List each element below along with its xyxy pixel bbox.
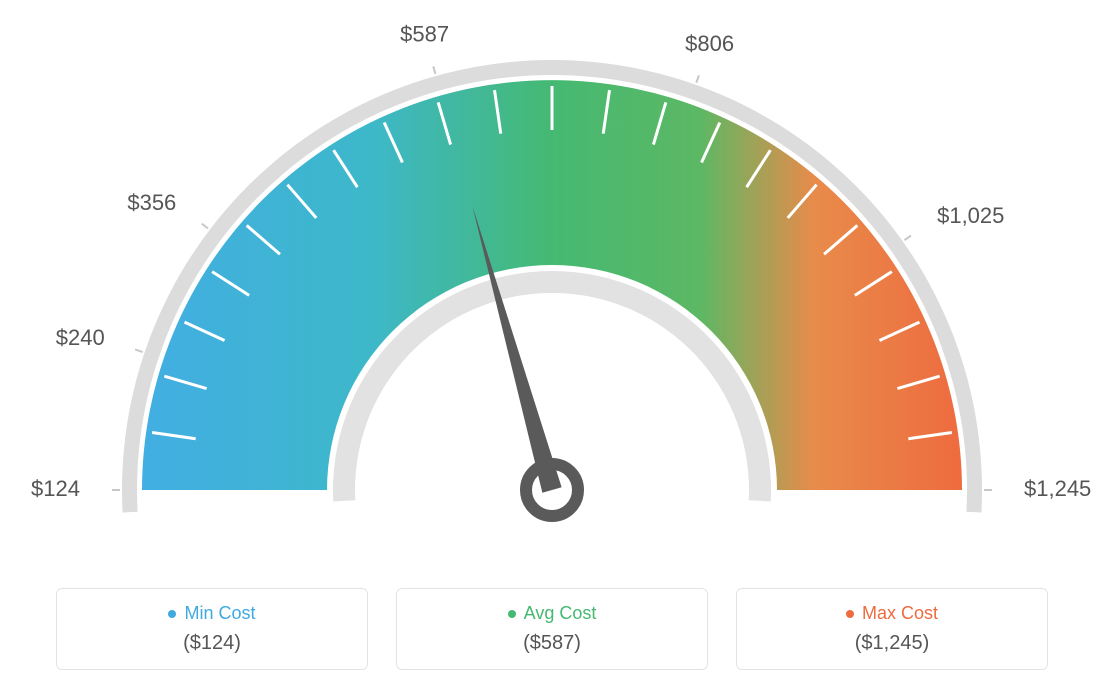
gauge-tick-label: $587: [400, 21, 449, 46]
legend-dot-max: [846, 610, 854, 618]
legend-label-max-text: Max Cost: [862, 603, 938, 624]
legend-value-avg: ($587): [397, 632, 707, 655]
cost-gauge-chart: $124 $240 $356 $587 $806 $1,025 $1,245 Min Cos…: [0, 0, 1104, 690]
gauge-tick-label: $356: [127, 190, 176, 215]
gauge-tick-label: $1,025: [937, 203, 1004, 228]
legend-row: Min Cost ($124) Avg Cost ($587) Max Cost…: [0, 588, 1104, 670]
gauge-tick-label: $806: [685, 31, 734, 56]
legend-card-max: Max Cost ($1,245): [736, 588, 1048, 670]
legend-card-avg: Avg Cost ($587): [396, 588, 708, 670]
legend-card-min: Min Cost ($124): [56, 588, 368, 670]
legend-label-avg: Avg Cost: [508, 603, 597, 624]
legend-label-max: Max Cost: [846, 603, 938, 624]
legend-dot-min: [168, 610, 176, 618]
legend-dot-avg: [508, 610, 516, 618]
legend-value-max: ($1,245): [737, 632, 1047, 655]
gauge-tick-label: $240: [56, 325, 105, 350]
gauge-area: $124 $240 $356 $587 $806 $1,025 $1,245: [0, 0, 1104, 570]
legend-label-min: Min Cost: [168, 603, 255, 624]
gauge-svg: $124 $240 $356 $587 $806 $1,025 $1,245: [0, 0, 1104, 570]
legend-label-min-text: Min Cost: [184, 603, 255, 624]
gauge-tick-label: $1,245: [1024, 476, 1091, 501]
legend-label-avg-text: Avg Cost: [524, 603, 597, 624]
gauge-tick-label: $124: [31, 476, 80, 501]
legend-value-min: ($124): [57, 632, 367, 655]
